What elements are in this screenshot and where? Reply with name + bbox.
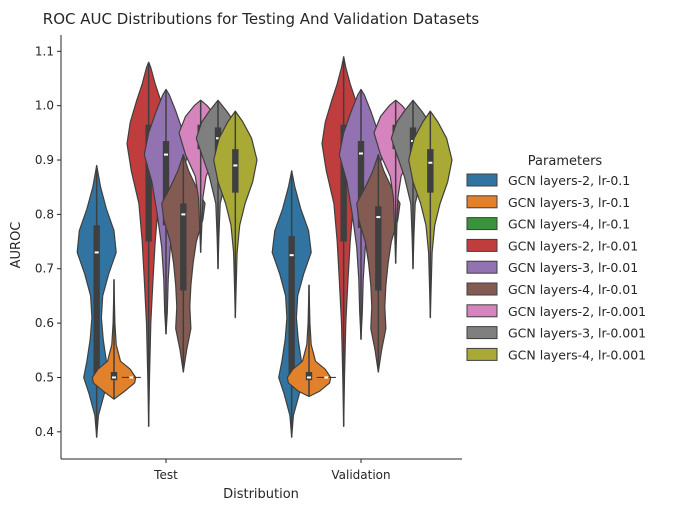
violin-box	[145, 124, 152, 242]
y-tick-label: 0.5	[35, 370, 54, 384]
legend-label: GCN layers-2, lr-0.001	[508, 304, 646, 319]
legend-swatch	[466, 173, 498, 187]
y-tick-label: 0.9	[35, 153, 54, 167]
y-axis-label: AUROC	[9, 222, 24, 269]
legend-label: GCN layers-3, lr-0.001	[508, 326, 646, 341]
legend-label: GCN layers-4, lr-0.1	[508, 217, 630, 232]
y-tick-label: 1.0	[35, 99, 54, 113]
violin-median	[233, 164, 238, 167]
violin-median	[359, 152, 363, 155]
violin-box	[357, 141, 365, 228]
violin-box	[110, 372, 118, 381]
legend: Parameters GCN layers-2, lr-0.1 GCN layer…	[466, 154, 646, 362]
violin-median	[181, 213, 186, 216]
violin-median	[324, 376, 329, 379]
violin-group	[121, 376, 141, 379]
violin-median	[307, 376, 311, 379]
y-tick-label: 0.4	[35, 425, 54, 439]
violin-median	[289, 254, 294, 257]
violin-median	[164, 153, 168, 156]
violin-median	[428, 161, 433, 164]
violin-group	[213, 110, 258, 319]
violin-group	[356, 154, 401, 373]
legend-swatch	[466, 260, 498, 274]
legend-label: GCN layers-3, lr-0.1	[508, 195, 630, 210]
x-tick-label: Test	[153, 468, 178, 482]
y-tick-label: 1.1	[35, 44, 54, 58]
violin-box	[427, 149, 434, 193]
plot-area	[76, 56, 453, 438]
violin-box	[340, 124, 347, 242]
chart-title: ROC AUC Distributions for Testing And Va…	[43, 10, 480, 28]
y-tick-label: 0.8	[35, 207, 54, 221]
legend-label: GCN layers-3, lr-0.01	[508, 260, 638, 275]
x-axis-label: Distribution	[223, 487, 299, 502]
legend-label: GCN layers-4, lr-0.001	[508, 347, 646, 362]
x-tick-label: Validation	[331, 468, 390, 482]
violin-box	[305, 372, 313, 381]
violin-group	[271, 170, 312, 438]
violin-box	[375, 206, 382, 291]
legend-label: GCN layers-2, lr-0.01	[508, 238, 638, 253]
violin-box	[93, 225, 100, 378]
violin-group	[316, 376, 336, 379]
y-tick-label: 0.6	[35, 316, 54, 330]
legend-label: GCN layers-4, lr-0.01	[508, 282, 638, 297]
legend-swatch	[466, 217, 498, 231]
y-axis: 0.4 0.5 0.6 0.7 0.8 0.9 1.0 1.1	[35, 35, 62, 459]
legend-swatch	[466, 304, 498, 318]
legend-swatch	[466, 195, 498, 209]
legend-label: GCN layers-2, lr-0.1	[508, 173, 630, 188]
y-tick-label: 0.7	[35, 262, 54, 276]
violin-median	[376, 216, 381, 219]
violin-box	[288, 236, 295, 378]
violin-median	[216, 137, 220, 140]
legend-swatch	[466, 326, 498, 340]
violin-median	[94, 251, 99, 254]
violin-box	[180, 203, 187, 291]
legend-swatch	[466, 238, 498, 252]
violin-median	[112, 376, 116, 379]
legend-swatch	[466, 347, 498, 361]
violin-group	[161, 154, 206, 373]
legend-swatch	[466, 282, 498, 296]
violin-box	[232, 149, 239, 193]
violin-box	[162, 141, 170, 226]
x-axis: Test Validation	[61, 458, 462, 482]
violin-group	[408, 110, 453, 319]
violin-group	[286, 284, 332, 398]
legend-title: Parameters	[528, 154, 603, 169]
violin-median	[129, 376, 134, 379]
